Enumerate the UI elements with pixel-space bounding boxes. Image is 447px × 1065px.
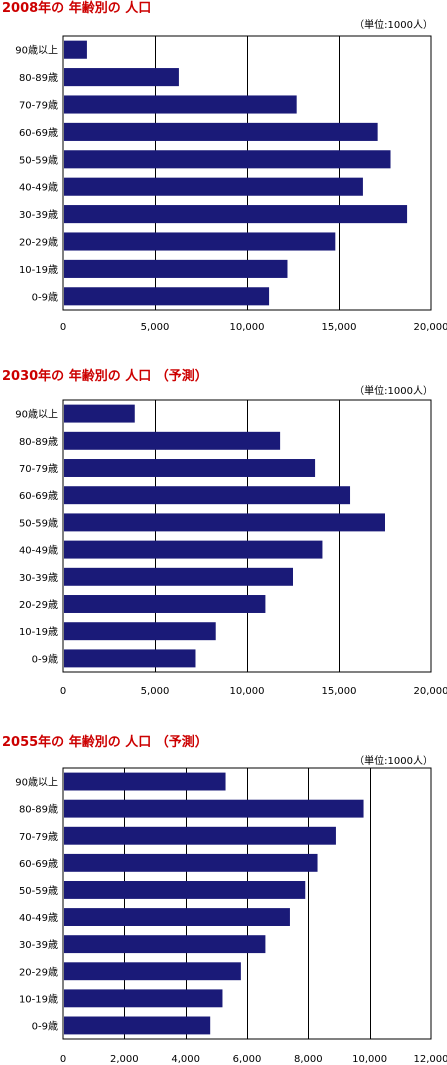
bar bbox=[64, 1016, 211, 1035]
tick-label: 15,000 bbox=[322, 322, 357, 333]
unit-note: （単位:1000人） bbox=[354, 384, 433, 397]
bar bbox=[64, 622, 216, 641]
category-label: 20-29歳 bbox=[19, 966, 58, 978]
category-label: 50-59歳 bbox=[19, 885, 58, 897]
tick-label: 15,000 bbox=[322, 686, 357, 697]
category-label: 70-79歳 bbox=[19, 463, 58, 475]
category-label: 20-29歳 bbox=[19, 237, 58, 249]
bar bbox=[64, 486, 351, 505]
tick-label: 20,000 bbox=[414, 686, 447, 697]
bar bbox=[64, 232, 336, 251]
category-label: 0-9歳 bbox=[32, 1020, 58, 1032]
category-label: 50-59歳 bbox=[19, 517, 58, 529]
bar bbox=[64, 881, 306, 899]
chart-title: 2008年の 年齢別の 人口 bbox=[2, 0, 151, 16]
chart-2: 2030年の 年齢別の 人口 （予測） （単位:1000人） 90歳以上 80-89歳… bbox=[2, 368, 447, 697]
category-label: 60-69歳 bbox=[19, 127, 58, 139]
category-label: 70-79歳 bbox=[19, 831, 58, 843]
category-label: 70-79歳 bbox=[19, 100, 58, 112]
bar bbox=[64, 908, 290, 926]
tick-label: 4,000 bbox=[171, 1054, 200, 1065]
bar bbox=[64, 772, 226, 791]
category-label: 10-19歳 bbox=[19, 626, 58, 638]
tick-label: 8,000 bbox=[294, 1054, 323, 1065]
bar bbox=[64, 150, 391, 169]
category-label: 40-49歳 bbox=[19, 182, 58, 194]
tick-label: 12,000 bbox=[414, 1054, 447, 1065]
tick-label: 0 bbox=[60, 322, 66, 333]
chart-3: 2055年の 年齢別の 人口 （予測） （単位:1000人） 90歳以上 80-89歳… bbox=[2, 734, 447, 1065]
tick-label: 5,000 bbox=[141, 322, 170, 333]
bar bbox=[64, 595, 266, 613]
category-label: 80-89歳 bbox=[19, 72, 58, 84]
bar bbox=[64, 122, 378, 141]
tick-label: 0 bbox=[60, 1054, 66, 1065]
bar bbox=[64, 177, 363, 196]
bar bbox=[64, 513, 385, 532]
category-label: 80-89歳 bbox=[19, 804, 58, 816]
bar bbox=[64, 431, 281, 450]
category-label: 50-59歳 bbox=[19, 154, 58, 166]
tick-label: 5,000 bbox=[141, 686, 170, 697]
category-label: 80-89歳 bbox=[19, 436, 58, 448]
bar bbox=[64, 989, 223, 1008]
bar bbox=[64, 649, 196, 668]
tick-label: 6,000 bbox=[233, 1054, 262, 1065]
bar bbox=[64, 40, 87, 59]
tick-label: 10,000 bbox=[230, 322, 265, 333]
bar bbox=[64, 68, 179, 87]
bar bbox=[64, 287, 270, 306]
unit-note: （単位:1000人） bbox=[354, 754, 433, 767]
tick-label: 10,000 bbox=[352, 1054, 387, 1065]
category-label: 30-39歳 bbox=[19, 209, 58, 221]
category-label: 0-9歳 bbox=[32, 291, 58, 303]
bar bbox=[64, 205, 408, 224]
tick-label: 20,000 bbox=[414, 322, 447, 333]
category-label: 20-29歳 bbox=[19, 599, 58, 611]
chart-1: 2008年の 年齢別の 人口 （単位:1000人） 90歳以上 80-89歳 70-79… bbox=[2, 0, 447, 333]
category-label: 90歳以上 bbox=[15, 45, 58, 57]
unit-note: （単位:1000人） bbox=[354, 18, 433, 31]
bar bbox=[64, 95, 297, 114]
bar bbox=[64, 404, 135, 423]
category-label: 30-39歳 bbox=[19, 572, 58, 584]
category-label: 30-39歳 bbox=[19, 939, 58, 951]
category-label: 10-19歳 bbox=[19, 264, 58, 276]
category-label: 90歳以上 bbox=[15, 409, 58, 421]
category-label: 90歳以上 bbox=[15, 777, 58, 789]
tick-label: 0 bbox=[60, 686, 66, 697]
bar bbox=[64, 962, 241, 981]
chart-title: 2030年の 年齢別の 人口 （予測） bbox=[2, 368, 208, 384]
category-label: 40-49歳 bbox=[19, 912, 58, 924]
bar bbox=[64, 459, 316, 477]
bar bbox=[64, 826, 336, 845]
bar bbox=[64, 799, 364, 818]
bar bbox=[64, 853, 318, 872]
bar bbox=[64, 567, 293, 586]
category-label: 0-9歳 bbox=[32, 653, 58, 665]
tick-label: 10,000 bbox=[230, 686, 265, 697]
category-label: 40-49歳 bbox=[19, 545, 58, 557]
bar bbox=[64, 540, 323, 559]
bar bbox=[64, 935, 266, 954]
category-label: 60-69歳 bbox=[19, 490, 58, 502]
tick-label: 2,000 bbox=[110, 1054, 139, 1065]
chart-title: 2055年の 年齢別の 人口 （予測） bbox=[2, 734, 208, 750]
category-label: 10-19歳 bbox=[19, 993, 58, 1005]
category-label: 60-69歳 bbox=[19, 858, 58, 870]
bar bbox=[64, 259, 288, 278]
